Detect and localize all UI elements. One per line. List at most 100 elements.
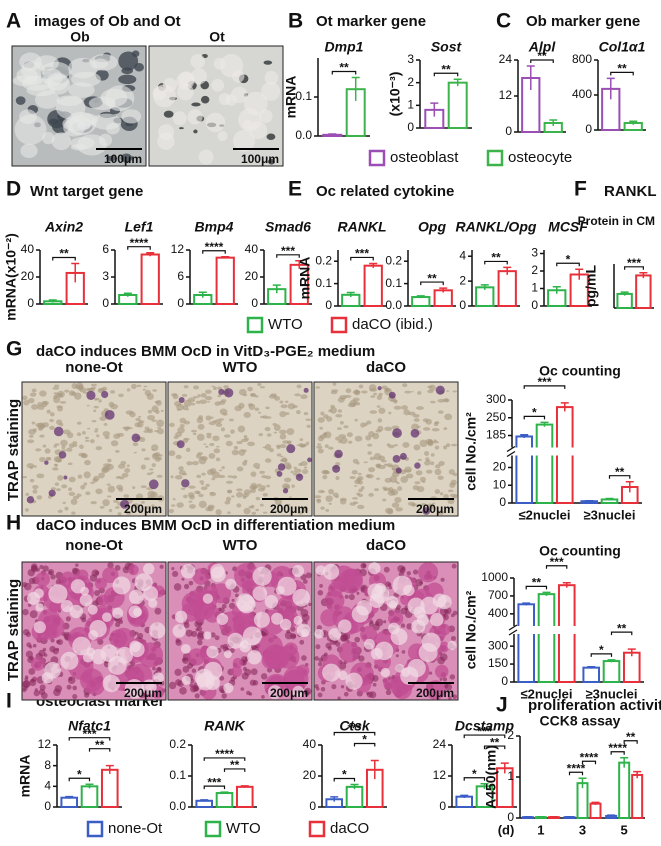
cell <box>260 673 268 680</box>
cell <box>439 677 443 681</box>
cell <box>35 603 44 612</box>
cell <box>420 596 439 615</box>
cell <box>112 607 124 619</box>
cell <box>172 570 179 578</box>
chart-title: Dcstamp <box>455 718 515 734</box>
cell <box>42 68 63 87</box>
cell <box>46 409 51 414</box>
panel-title: Oc related cytokine <box>316 183 454 200</box>
chart-title: Sost <box>431 39 463 55</box>
cell <box>383 620 387 624</box>
cell <box>24 675 29 679</box>
legend-label: osteoblast <box>390 149 459 166</box>
cell <box>389 475 398 483</box>
cell <box>222 412 228 416</box>
cell <box>22 688 27 693</box>
cell <box>218 92 231 106</box>
cell <box>197 630 205 639</box>
cell <box>48 584 68 604</box>
cell <box>27 397 35 404</box>
y-tick-label: 12 <box>499 88 513 102</box>
error-bar <box>587 665 596 669</box>
cell <box>200 486 208 491</box>
cell <box>121 472 129 478</box>
cell <box>236 488 243 492</box>
cell <box>428 384 436 392</box>
cell <box>339 497 347 502</box>
cell <box>22 476 27 479</box>
cell <box>422 507 431 515</box>
cell <box>282 483 290 490</box>
cell <box>94 398 98 401</box>
cell <box>434 664 449 679</box>
cell <box>392 679 412 700</box>
significance-label: ** <box>95 738 105 752</box>
cell <box>192 684 200 692</box>
error-bar <box>105 764 114 774</box>
cell <box>370 395 376 398</box>
cell <box>247 386 253 392</box>
cell <box>220 399 227 403</box>
cell <box>187 109 203 125</box>
significance-label: ** <box>427 271 437 285</box>
cell <box>199 480 205 484</box>
cell <box>369 410 378 414</box>
cell <box>419 581 423 585</box>
cell <box>427 503 433 508</box>
cell <box>102 612 112 623</box>
legend-swatch <box>486 149 504 167</box>
cell <box>328 446 334 450</box>
cell <box>273 431 278 434</box>
cell <box>324 444 329 448</box>
cell <box>54 482 60 486</box>
cell <box>48 570 53 575</box>
cell <box>233 129 256 152</box>
cell <box>86 390 96 400</box>
cell <box>286 440 292 444</box>
cell <box>407 501 415 506</box>
cell <box>341 397 346 400</box>
cell <box>340 437 348 445</box>
cell <box>368 492 374 497</box>
cell <box>262 492 268 497</box>
cell <box>143 385 148 388</box>
cell <box>344 594 349 599</box>
cell <box>107 485 116 493</box>
y-tick-label: 0 <box>177 296 184 310</box>
cell <box>53 384 60 388</box>
bar <box>618 761 631 820</box>
cell <box>183 385 189 389</box>
cell <box>328 409 333 413</box>
legend-label: osteocyte <box>508 149 572 166</box>
cell <box>79 444 84 450</box>
error-bar <box>627 648 636 657</box>
cell <box>52 386 60 390</box>
cell <box>302 579 308 584</box>
cell <box>228 418 234 422</box>
cell <box>393 444 398 447</box>
error-bar <box>585 499 594 502</box>
cell <box>191 102 201 107</box>
cell <box>26 591 41 605</box>
chart-title: RANKL/Opg <box>456 219 537 235</box>
cell <box>276 510 281 513</box>
cell <box>334 449 343 459</box>
cell <box>296 384 302 389</box>
cell <box>181 577 185 581</box>
cell <box>292 685 305 698</box>
cell <box>430 400 436 404</box>
cell <box>24 508 29 512</box>
cell <box>90 383 98 387</box>
cell <box>285 400 289 404</box>
cell <box>26 642 32 648</box>
cell <box>279 411 287 418</box>
cell <box>118 487 124 492</box>
cell <box>39 456 46 463</box>
cell <box>87 604 98 615</box>
y-tick-label: 250 <box>486 410 506 424</box>
error-bar <box>526 65 535 90</box>
cell <box>255 496 261 501</box>
error-bar <box>500 762 509 774</box>
cell <box>259 415 265 419</box>
